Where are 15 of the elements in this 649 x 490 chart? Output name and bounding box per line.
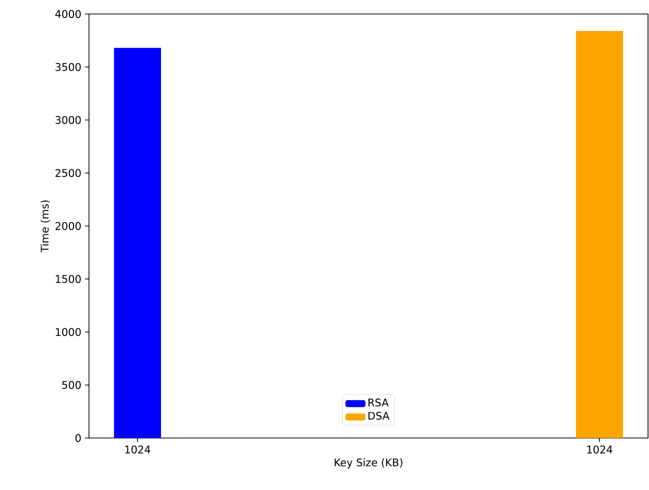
y-tick-label: 1000 — [56, 328, 81, 336]
y-tick-label: 3500 — [56, 63, 81, 71]
legend-label: DSA — [368, 412, 390, 420]
legend-label: RSA — [368, 398, 389, 406]
y-tick-label: 500 — [62, 381, 81, 389]
y-tick-label: 2500 — [56, 169, 81, 177]
x-tick-label: 1024 — [125, 446, 150, 454]
y-tick-label: 1500 — [56, 275, 81, 283]
y-axis-title: Time (ms) — [40, 200, 50, 252]
y-tick-label: 4000 — [55, 10, 81, 18]
x-tick-label: 1024 — [587, 446, 612, 454]
y-tick-label: 0 — [75, 434, 81, 442]
y-tick-label: 3000 — [56, 116, 81, 124]
y-tick-label: 2000 — [56, 222, 81, 230]
x-axis-title: Key Size (KB) — [334, 458, 402, 468]
